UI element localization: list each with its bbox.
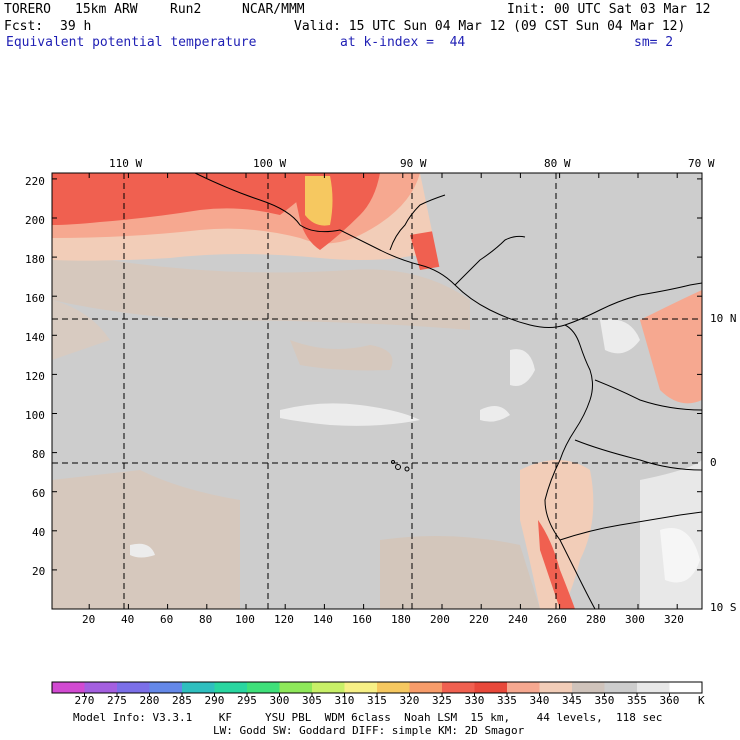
- y-tick: 40: [32, 526, 46, 539]
- colorbar-level-label: 275: [107, 694, 127, 707]
- x-tick: 160: [352, 613, 372, 626]
- colorbar-swatch: [247, 682, 280, 693]
- level-index: at k-index = 44: [340, 35, 466, 50]
- x-tick: 240: [508, 613, 528, 626]
- colorbar-level-label: 335: [497, 694, 517, 707]
- y-tick: 200: [25, 214, 45, 227]
- y-tick: 140: [25, 331, 45, 344]
- lat-label-0: 0: [710, 456, 717, 469]
- colorbar-frame: [51, 681, 703, 694]
- latlon-grid: [52, 173, 702, 609]
- colorbar-swatch: [507, 682, 540, 693]
- lon-label-90w: 90 W: [400, 157, 427, 170]
- colorbar-level-label: 315: [367, 694, 387, 707]
- colorbar-swatch: [409, 682, 443, 693]
- colorbar-swatch: [52, 682, 85, 693]
- x-tick: 100: [235, 613, 255, 626]
- x-tick: 60: [160, 613, 174, 626]
- x-tick: 300: [625, 613, 645, 626]
- colorbar-swatch: [604, 682, 638, 693]
- colorbar-swatch: [344, 682, 378, 693]
- colorbar: [52, 682, 703, 696]
- init-time: Init: 00 UTC Sat 03 Mar 12: [507, 2, 711, 17]
- colorbar-swatch: [377, 682, 410, 693]
- colorbar-swatch: [149, 682, 183, 693]
- lon-label-80w: 80 W: [544, 157, 571, 170]
- colorbar-level-label: 270: [74, 694, 95, 707]
- y-tick: 160: [25, 292, 45, 305]
- model-name: TORERO: [4, 2, 51, 17]
- colorbar-level-label: 350: [594, 694, 615, 707]
- lat-label-10n: 10 N: [710, 312, 737, 325]
- colorbar-swatch: [572, 682, 605, 693]
- smoothing-value: sm= 2: [634, 35, 674, 50]
- x-tick: 120: [274, 613, 294, 626]
- lon-label-70w: 70 W: [688, 157, 715, 170]
- field-name: Equivalent potential temperature: [6, 35, 257, 50]
- lon-label-100w: 100 W: [253, 157, 287, 170]
- colorbar-swatch: [279, 682, 313, 693]
- y-tick: 220: [25, 175, 45, 188]
- colorbar-level-label: 355: [627, 694, 647, 707]
- colorbar-swatch: [84, 682, 118, 693]
- colorbar-swatch: [182, 682, 215, 693]
- valid-time: Valid: 15 UTC Sun 04 Mar 12 (09 CST Sun …: [294, 19, 686, 34]
- colorbar-swatch: [669, 682, 703, 693]
- lon-label-110w: 110 W: [109, 157, 143, 170]
- model-info-line1: Model Info: V3.3.1 KF YSU PBL WDM 6class…: [73, 711, 663, 724]
- colorbar-level-label: 280: [139, 694, 160, 707]
- colorbar-level-label: 295: [237, 694, 257, 707]
- y-tick: 20: [32, 565, 46, 578]
- colorbar-level-label: 290: [204, 694, 225, 707]
- x-tick: 20: [82, 613, 96, 626]
- colorbar-level-label: 325: [432, 694, 452, 707]
- colorbar-swatch: [442, 682, 475, 693]
- y-tick: 120: [25, 370, 45, 383]
- model-org: NCAR/MMM: [242, 2, 305, 17]
- x-tick: 40: [121, 613, 135, 626]
- x-tick: 280: [586, 613, 606, 626]
- forecast-label: Fcst:: [4, 19, 44, 34]
- y-tick: 180: [25, 253, 45, 266]
- colorbar-swatch: [539, 682, 573, 693]
- lat-label-10s: 10 S: [710, 601, 737, 614]
- x-tick: 320: [664, 613, 684, 626]
- colorbar-swatch: [214, 682, 248, 693]
- model-resolution: 15km ARW: [75, 2, 138, 17]
- colorbar-level-label: 340: [529, 694, 550, 707]
- axis-ticks: [52, 173, 702, 610]
- colorbar-unit: K: [698, 694, 705, 707]
- colorbar-swatch: [117, 682, 150, 693]
- colorbar-level-label: 360: [659, 694, 680, 707]
- x-tick: 200: [430, 613, 450, 626]
- y-tick: 100: [25, 409, 45, 422]
- colorbar-level-label: 310: [334, 694, 355, 707]
- model-info-line2: LW: Godd SW: Goddard DIFF: simple KM: 2D…: [213, 724, 525, 737]
- y-tick: 60: [32, 487, 46, 500]
- colorbar-level-label: 305: [302, 694, 322, 707]
- map-frame: [51, 172, 703, 610]
- x-tick: 140: [313, 613, 333, 626]
- x-tick: 80: [199, 613, 213, 626]
- y-tick: 80: [32, 448, 46, 461]
- colorbar-level-label: 330: [464, 694, 485, 707]
- theta-e-field: [52, 173, 702, 609]
- colorbar-level-label: 320: [399, 694, 420, 707]
- colorbar-swatch: [312, 682, 345, 693]
- colorbar-swatch: [474, 682, 508, 693]
- colorbar-level-label: 345: [562, 694, 582, 707]
- colorbar-level-label: 300: [269, 694, 290, 707]
- forecast-hour: 39 h: [60, 19, 92, 34]
- colorbar-swatch: [637, 682, 670, 693]
- colorbar-level-label: 285: [172, 694, 192, 707]
- x-tick: 180: [391, 613, 411, 626]
- x-tick: 260: [547, 613, 567, 626]
- model-run: Run2: [170, 2, 202, 17]
- x-tick: 220: [469, 613, 489, 626]
